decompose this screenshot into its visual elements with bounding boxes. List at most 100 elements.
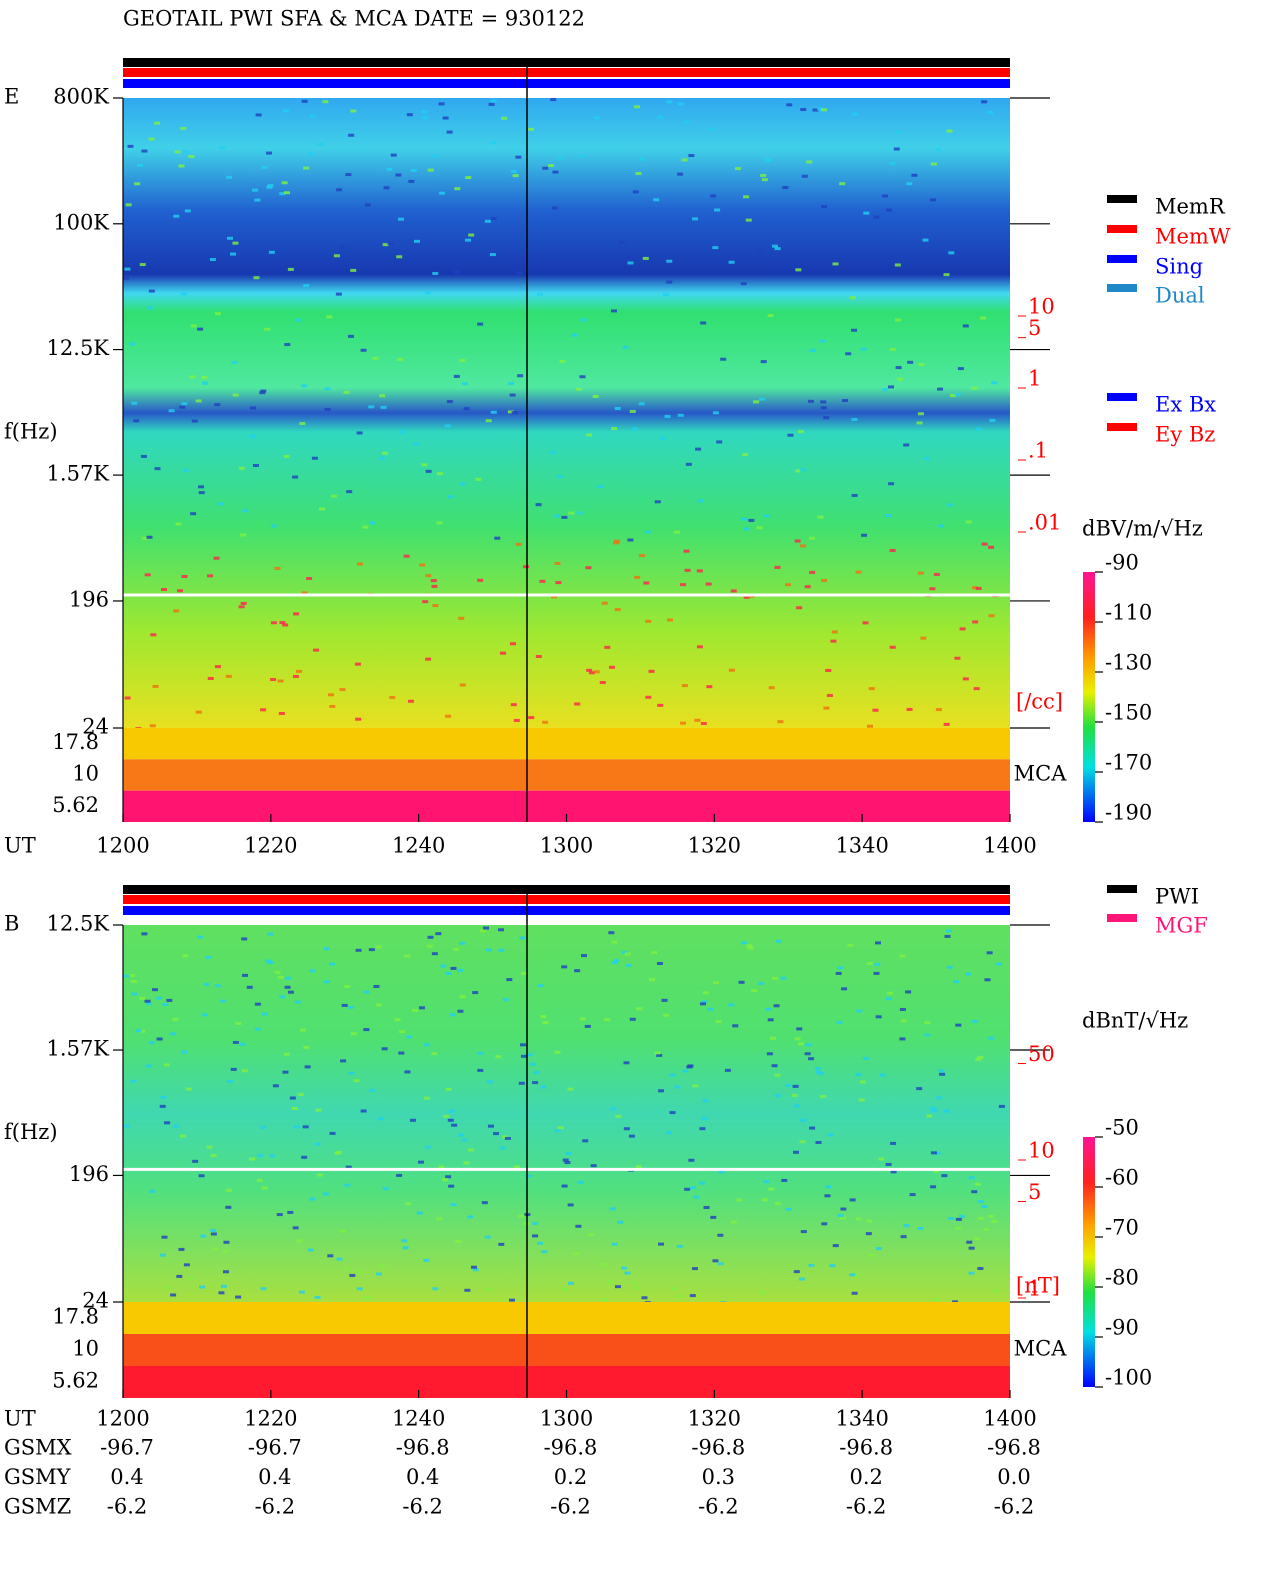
spectrogram-cell — [550, 451, 557, 455]
spectrogram-cell — [407, 699, 414, 703]
spectrogram-cell — [453, 374, 460, 378]
spectrogram-cell — [369, 521, 376, 525]
spectrogram-cell — [800, 544, 807, 548]
spectrogram-cell — [860, 347, 867, 351]
spectrogram-cell — [165, 1286, 172, 1290]
spectrogram-cell — [622, 345, 629, 349]
spectrogram-cell — [498, 1242, 505, 1246]
spectrogram-cell — [780, 976, 787, 980]
spectrogram-cell — [909, 1193, 916, 1197]
spectrogram-cell — [577, 1180, 584, 1184]
spectrogram-cell — [938, 524, 945, 528]
spectrogram-cell — [187, 1276, 194, 1280]
spectrogram-cell — [539, 579, 546, 583]
orbit-value: -96.7 — [248, 1436, 302, 1460]
spectrogram-cell — [781, 1178, 788, 1182]
spectrogram-cell — [329, 704, 336, 708]
spectrogram-cell — [296, 1239, 303, 1243]
spectrogram-cell — [152, 988, 159, 992]
spectrogram-cell — [763, 514, 770, 518]
spectrogram-cell — [508, 381, 515, 385]
spectrogram-cell — [277, 679, 284, 683]
spectrogram-cell — [895, 366, 902, 370]
spectrogram-cell — [396, 357, 403, 361]
spectrogram-cell — [599, 681, 606, 685]
spectrogram-cell — [756, 249, 763, 253]
spectrogram-cell — [427, 168, 434, 172]
spectrogram-cell — [851, 493, 858, 497]
spectrogram-cell — [886, 208, 893, 212]
spectrogram-cell — [396, 255, 403, 259]
spectrogram-cell — [161, 587, 168, 591]
spectrogram-cell — [486, 948, 493, 952]
spectrogram-cell — [146, 1002, 153, 1006]
spectrogram-cell — [614, 608, 621, 612]
spectrogram-cell — [917, 571, 924, 575]
spectrogram-cell — [760, 360, 767, 364]
spectrogram-cell — [303, 284, 310, 288]
spectrogram-cell — [835, 971, 842, 975]
spectrogram-cell — [771, 976, 778, 980]
spectrogram-cell — [477, 578, 484, 582]
spectrogram-cell — [268, 250, 275, 254]
spectrogram-cell — [557, 1126, 564, 1130]
spectrogram-cell — [581, 954, 588, 958]
spectrogram-cell — [774, 1073, 781, 1077]
spectrogram-cell — [946, 965, 953, 969]
spectrogram-cell — [278, 712, 285, 716]
spectrogram-cell — [924, 1033, 931, 1037]
spectrogram-cell — [249, 1157, 256, 1161]
legend-label: Dual — [1155, 284, 1205, 308]
spectrogram-cell — [154, 121, 161, 125]
spectrogram-cell — [684, 568, 691, 572]
spectrogram-cell — [625, 963, 632, 967]
legend-swatch — [1107, 284, 1137, 292]
spectrogram-cell — [289, 1096, 296, 1100]
spectrogram-cell — [674, 530, 681, 534]
spectrogram-cell — [933, 572, 940, 576]
spectrogram-cell — [421, 463, 428, 467]
spectrogram-cell — [611, 961, 618, 965]
spectrogram-cell — [885, 997, 892, 1001]
spectrogram-cell — [267, 932, 274, 936]
spectrogram-cell — [593, 116, 600, 120]
spectrogram-cell — [287, 990, 294, 994]
spectrogram-cell — [988, 1036, 995, 1040]
spectrogram-cell — [710, 194, 717, 198]
spectrogram-cell — [468, 1148, 475, 1152]
spectrogram-cell — [703, 1205, 710, 1209]
spectrogram-cell — [465, 238, 472, 242]
spectrogram-cell — [830, 639, 837, 643]
spectrogram-cell — [989, 418, 996, 422]
spectrogram-cell — [300, 1028, 307, 1032]
spectrogram-cell — [301, 1155, 308, 1159]
panel-label: E — [4, 85, 19, 109]
spectrogram-cell — [567, 1203, 574, 1207]
spectrogram-cell — [327, 693, 334, 697]
spectrogram-cell — [654, 1051, 661, 1055]
spectrogram-cell — [934, 1151, 941, 1155]
spectrogram-cell — [894, 263, 901, 267]
spectrogram-cell — [198, 1174, 205, 1178]
spectrogram-cell — [152, 684, 159, 688]
spectrogram-cell — [933, 1169, 940, 1173]
spectrogram-cell — [988, 1214, 995, 1218]
spectrogram-cell — [329, 1131, 336, 1135]
spectrogram-cell — [446, 130, 453, 134]
spectrogram-cell — [774, 247, 781, 251]
spectrogram-cell — [855, 570, 862, 574]
spectrogram-cell — [582, 1139, 589, 1143]
mca-tick-label: 17.8 — [52, 1305, 99, 1329]
spectrogram-cell — [425, 657, 432, 661]
spectrogram-cell — [170, 1032, 177, 1036]
spectrogram-cell — [515, 155, 522, 159]
spectrogram-cell — [943, 1109, 950, 1113]
y-axis-label: f(Hz) — [4, 1120, 58, 1144]
spectrogram-cell — [316, 1173, 323, 1177]
spectrogram-cell — [335, 1150, 342, 1154]
x-tick-label: 1240 — [392, 834, 445, 858]
spectrogram-cell — [470, 1265, 477, 1269]
spectrogram-cell — [916, 1087, 923, 1091]
spectrogram-cell — [459, 995, 466, 999]
spectrogram-cell — [339, 1229, 346, 1233]
